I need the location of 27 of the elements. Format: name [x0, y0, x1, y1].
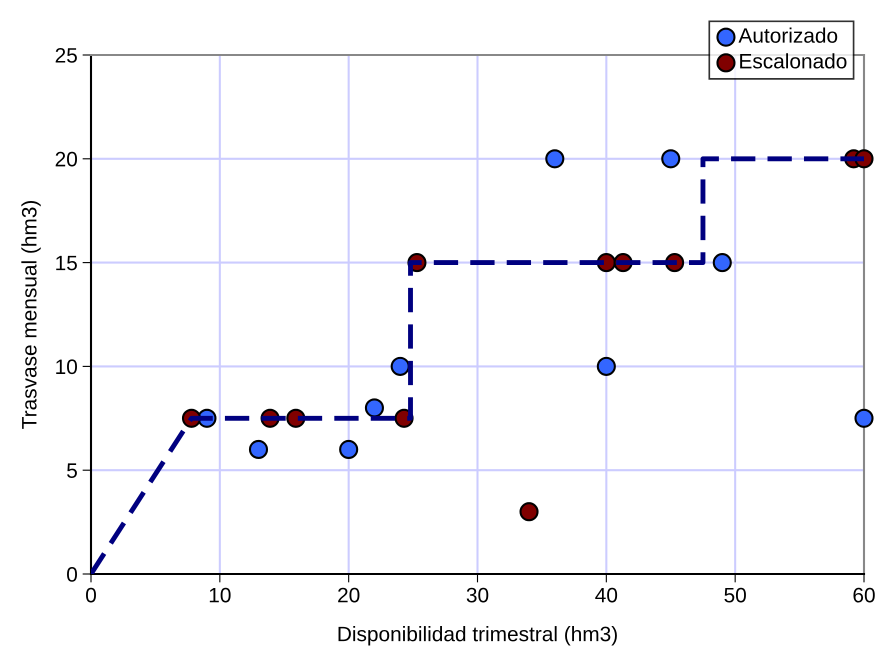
x-axis-title: Disponibilidad trimestral (hm3) [338, 626, 617, 646]
x-tick-label: 60 [853, 588, 875, 602]
point [854, 408, 874, 428]
y-tick-label: 20 [56, 152, 77, 167]
x-tick-label: 10 [210, 588, 231, 602]
point [390, 356, 410, 376]
y-tick-label: 25 [56, 48, 77, 63]
legend-label: Autorizado [738, 28, 838, 43]
y-tick-label: 10 [56, 359, 77, 374]
point [339, 440, 358, 459]
point [364, 398, 384, 418]
legend-label: Escalonado [740, 53, 846, 69]
point [545, 149, 564, 168]
x-tick-label: 0 [86, 588, 96, 602]
y-tick-label: 5 [67, 463, 77, 478]
y-axis-title: Trasvase mensual (hm3) [21, 200, 41, 429]
x-tick-label: 50 [724, 588, 746, 602]
x-tick-label: 30 [466, 588, 488, 602]
y-tick-label: 15 [56, 256, 77, 270]
point [248, 440, 268, 459]
point [712, 253, 732, 272]
point [661, 149, 680, 168]
point [596, 356, 616, 376]
point [519, 502, 539, 522]
x-tick-label: 40 [595, 588, 618, 602]
x-tick-label: 20 [338, 588, 360, 602]
y-tick-label: 0 [67, 567, 77, 582]
